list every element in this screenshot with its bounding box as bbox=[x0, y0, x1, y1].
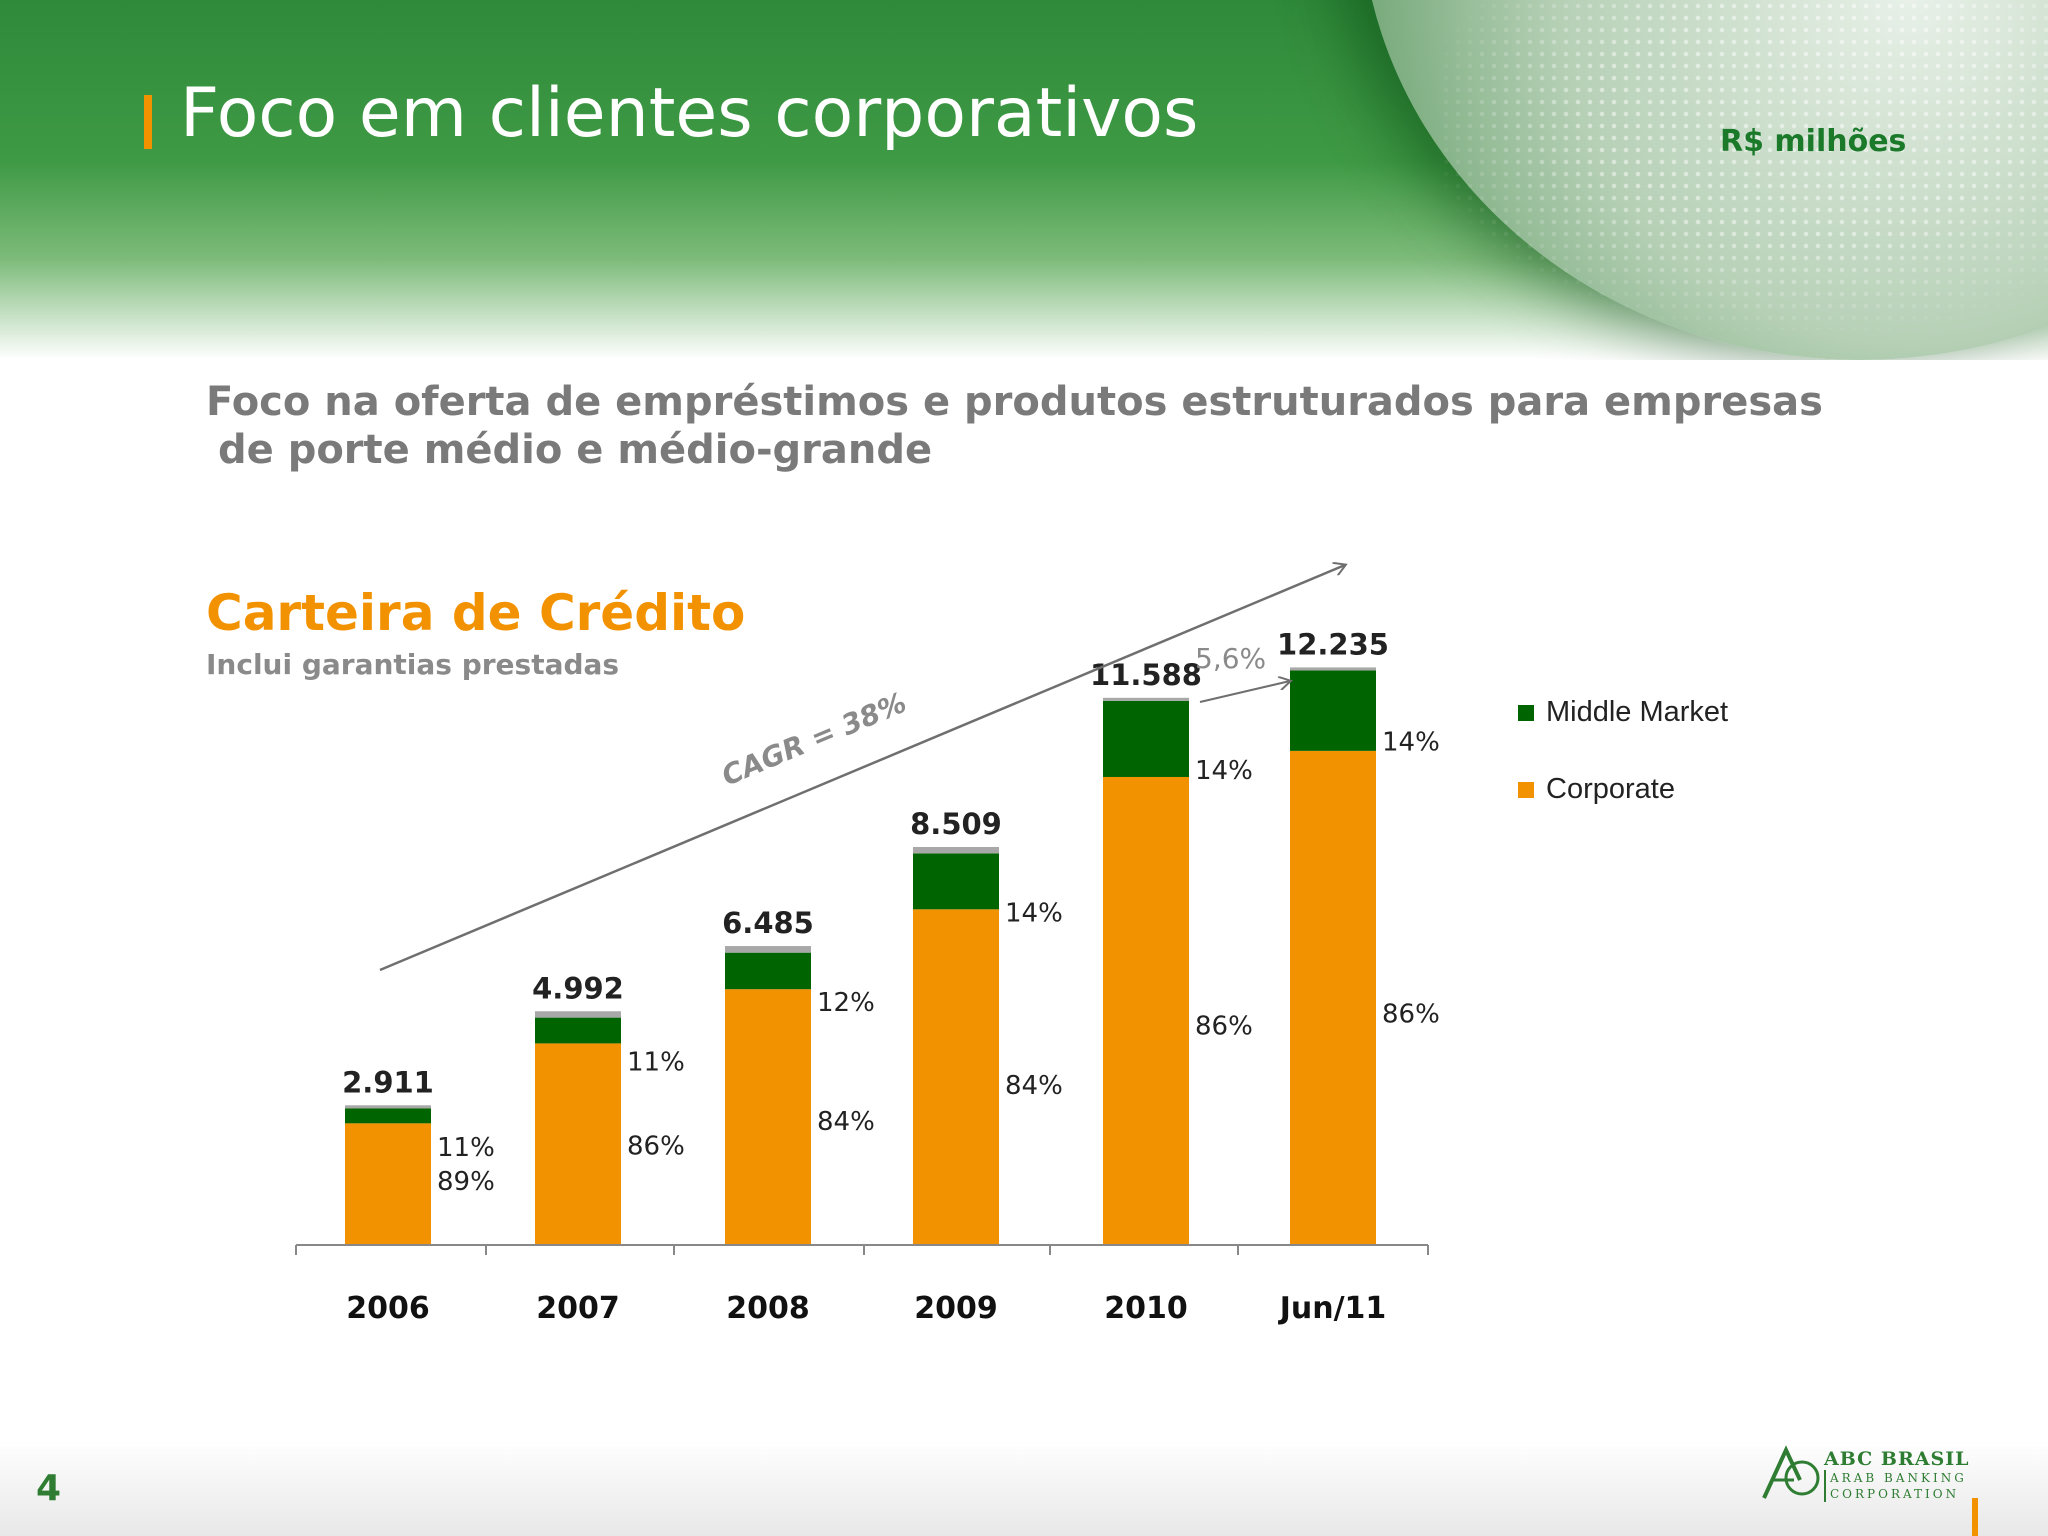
logo-tagline-line-1: ARAB BANKING bbox=[1830, 1471, 1967, 1485]
total-label-1: 4.992 bbox=[532, 971, 624, 1005]
bar-corporate-1 bbox=[535, 1043, 621, 1245]
chart-subtitle: Inclui garantias prestadas bbox=[206, 648, 620, 681]
total-label-5: 12.235 bbox=[1277, 627, 1389, 661]
bar-middle-market-1 bbox=[535, 1017, 621, 1044]
page-number: 4 bbox=[36, 1468, 62, 1509]
bar-corporate-3 bbox=[913, 909, 999, 1245]
units-label: R$ milhões bbox=[1720, 124, 1907, 159]
footer-bar bbox=[0, 1440, 2048, 1536]
header-banner bbox=[0, 0, 2048, 360]
x-tick-label-3: 2009 bbox=[914, 1291, 998, 1326]
growth-arrow bbox=[1199, 681, 1290, 703]
bar-other-3 bbox=[913, 846, 999, 854]
growth-label: 5,6% bbox=[1195, 642, 1266, 675]
corporate-share-label-3: 84% bbox=[1005, 1071, 1063, 1101]
corporate-share-label-2: 84% bbox=[817, 1107, 875, 1137]
x-tick-label-0: 2006 bbox=[346, 1291, 430, 1326]
corporate-share-label-4: 86% bbox=[1195, 1011, 1253, 1041]
legend-label-corporate: Corporate bbox=[1546, 773, 1675, 805]
bar-other-0 bbox=[345, 1105, 431, 1109]
page-title: Foco em clientes corporativos bbox=[180, 74, 1199, 153]
legend-swatch-middle-market bbox=[1518, 704, 1534, 721]
bar-corporate-2 bbox=[725, 989, 811, 1245]
legend-label-middle-market: Middle Market bbox=[1546, 696, 1729, 728]
x-tick-label-2: 2008 bbox=[726, 1291, 810, 1326]
footer-accent-bar bbox=[1972, 1498, 1978, 1536]
middle-market-share-label-2: 12% bbox=[817, 988, 875, 1018]
total-label-4: 11.588 bbox=[1090, 658, 1202, 692]
legend-item-middle-market: Middle Market bbox=[1518, 696, 1728, 734]
bar-other-4 bbox=[1103, 697, 1189, 701]
x-tick-label-5: Jun/11 bbox=[1278, 1291, 1387, 1326]
bar-middle-market-3 bbox=[913, 853, 999, 910]
bar-other-5 bbox=[1290, 667, 1376, 671]
bar-middle-market-0 bbox=[345, 1108, 431, 1124]
logo-tagline-line-2: CORPORATION bbox=[1830, 1487, 1960, 1501]
abc-brasil-logo: ABC BRASIL ARAB BANKING CORPORATION bbox=[1758, 1440, 1968, 1510]
cagr-label: CAGR = 38% bbox=[717, 686, 911, 793]
total-label-3: 8.509 bbox=[910, 807, 1002, 841]
corporate-share-label-1: 86% bbox=[627, 1131, 685, 1161]
cagr-trend-arrow bbox=[379, 565, 1345, 972]
title-accent-bar bbox=[144, 95, 152, 149]
legend-item-corporate: Corporate bbox=[1518, 773, 1728, 811]
bar-middle-market-4 bbox=[1103, 700, 1189, 777]
middle-market-share-label-5: 14% bbox=[1382, 728, 1440, 758]
bar-middle-market-2 bbox=[725, 952, 811, 990]
middle-market-share-label-0: 11% bbox=[437, 1133, 495, 1163]
world-map-dots bbox=[1440, 0, 2048, 330]
corporate-share-label-0: 89% bbox=[437, 1167, 495, 1197]
corporate-share-label-5: 86% bbox=[1382, 1000, 1440, 1030]
chart-title: Carteira de Crédito bbox=[206, 584, 746, 642]
bar-corporate-5 bbox=[1290, 750, 1376, 1245]
subtitle-line-2: de porte médio e médio-grande bbox=[218, 427, 933, 473]
x-tick-label-4: 2010 bbox=[1104, 1291, 1188, 1326]
logo-tagline: ARAB BANKING CORPORATION bbox=[1824, 1470, 1967, 1502]
bar-other-1 bbox=[535, 1011, 621, 1018]
total-label-2: 6.485 bbox=[722, 906, 814, 940]
bar-middle-market-5 bbox=[1290, 670, 1376, 751]
total-label-0: 2.911 bbox=[342, 1065, 434, 1099]
logo-name: ABC BRASIL bbox=[1824, 1448, 1970, 1470]
bar-corporate-0 bbox=[345, 1123, 431, 1245]
logo-mark-icon bbox=[1762, 1445, 1820, 1499]
middle-market-share-label-4: 14% bbox=[1195, 756, 1253, 786]
bars-layer bbox=[345, 667, 1376, 1245]
labels-layer: 2.911 11% 89% 2006 4.992 11% 86% 2007 6.485 12% 84… bbox=[342, 627, 1440, 1326]
middle-market-share-label-1: 11% bbox=[627, 1048, 685, 1078]
middle-market-share-label-3: 14% bbox=[1005, 898, 1063, 928]
slide-subtitle: Foco na oferta de empréstimos e produtos… bbox=[206, 378, 1906, 474]
chart-legend: Middle Market Corporate bbox=[1518, 696, 1728, 850]
x-axis bbox=[295, 1244, 1429, 1255]
subtitle-line-1: Foco na oferta de empréstimos e produtos… bbox=[206, 379, 1823, 425]
bar-other-2 bbox=[725, 946, 811, 953]
bar-corporate-4 bbox=[1103, 776, 1189, 1245]
x-tick-label-1: 2007 bbox=[536, 1291, 620, 1326]
legend-swatch-corporate bbox=[1518, 781, 1534, 798]
